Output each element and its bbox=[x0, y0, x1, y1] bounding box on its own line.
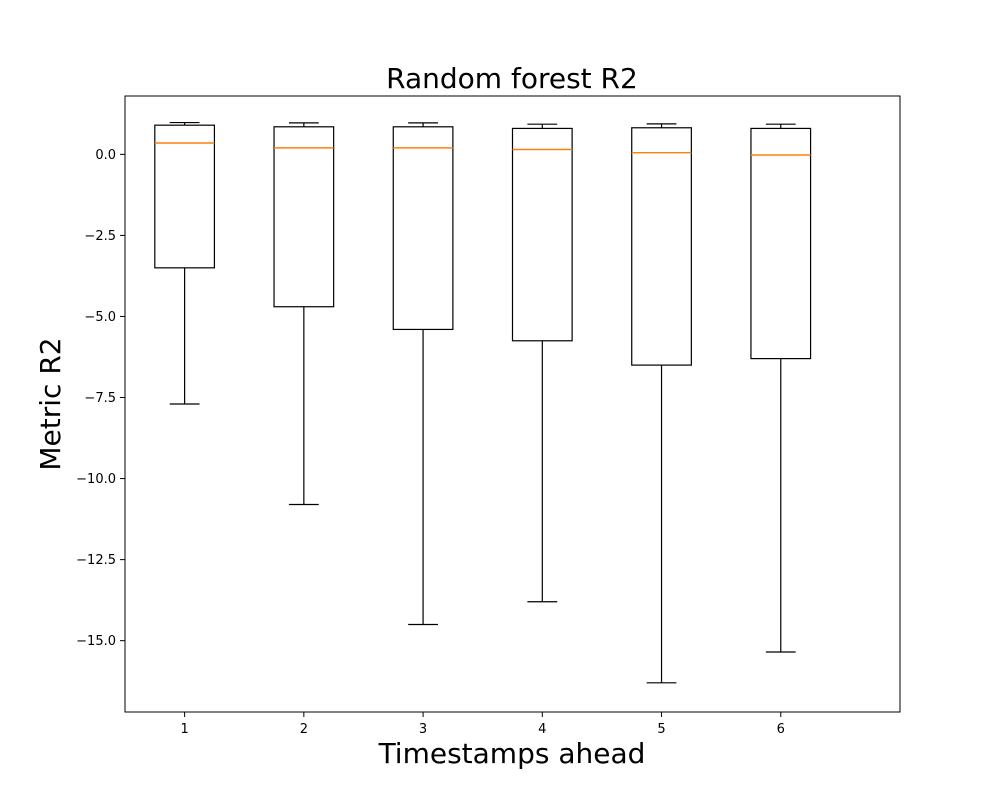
y-tick-label: −2.5 bbox=[84, 229, 116, 244]
box-iqr bbox=[511, 127, 573, 342]
x-axis-label: Timestamps ahead bbox=[378, 737, 646, 770]
x-tick-label: 2 bbox=[300, 722, 308, 737]
box-iqr bbox=[154, 124, 216, 269]
y-axis-label: Metric R2 bbox=[34, 337, 67, 470]
y-tick-label: −7.5 bbox=[84, 391, 116, 406]
axes-frame bbox=[124, 95, 901, 713]
x-tick-label: 3 bbox=[419, 722, 427, 737]
x-tick-label: 1 bbox=[180, 722, 188, 737]
box-iqr bbox=[631, 127, 692, 366]
y-tick-label: 0.0 bbox=[95, 148, 116, 163]
box-iqr bbox=[750, 127, 812, 360]
x-tick-label: 5 bbox=[657, 722, 665, 737]
box-iqr bbox=[392, 126, 454, 331]
box-iqr bbox=[273, 126, 335, 308]
y-tick-label: −12.5 bbox=[76, 553, 116, 568]
y-tick-label: −5.0 bbox=[84, 310, 116, 325]
y-tick-label: −10.0 bbox=[76, 472, 116, 487]
x-tick-label: 4 bbox=[538, 722, 546, 737]
plot-area: 0.0 −2.5 −5.0 −7.5 −10.0 −12.5 −15.0 1 2 3 4 5 6 bbox=[76, 95, 901, 737]
chart-title: Random forest R2 bbox=[386, 62, 638, 95]
y-tick-label: −15.0 bbox=[76, 634, 116, 649]
x-tick-label: 6 bbox=[777, 722, 785, 737]
